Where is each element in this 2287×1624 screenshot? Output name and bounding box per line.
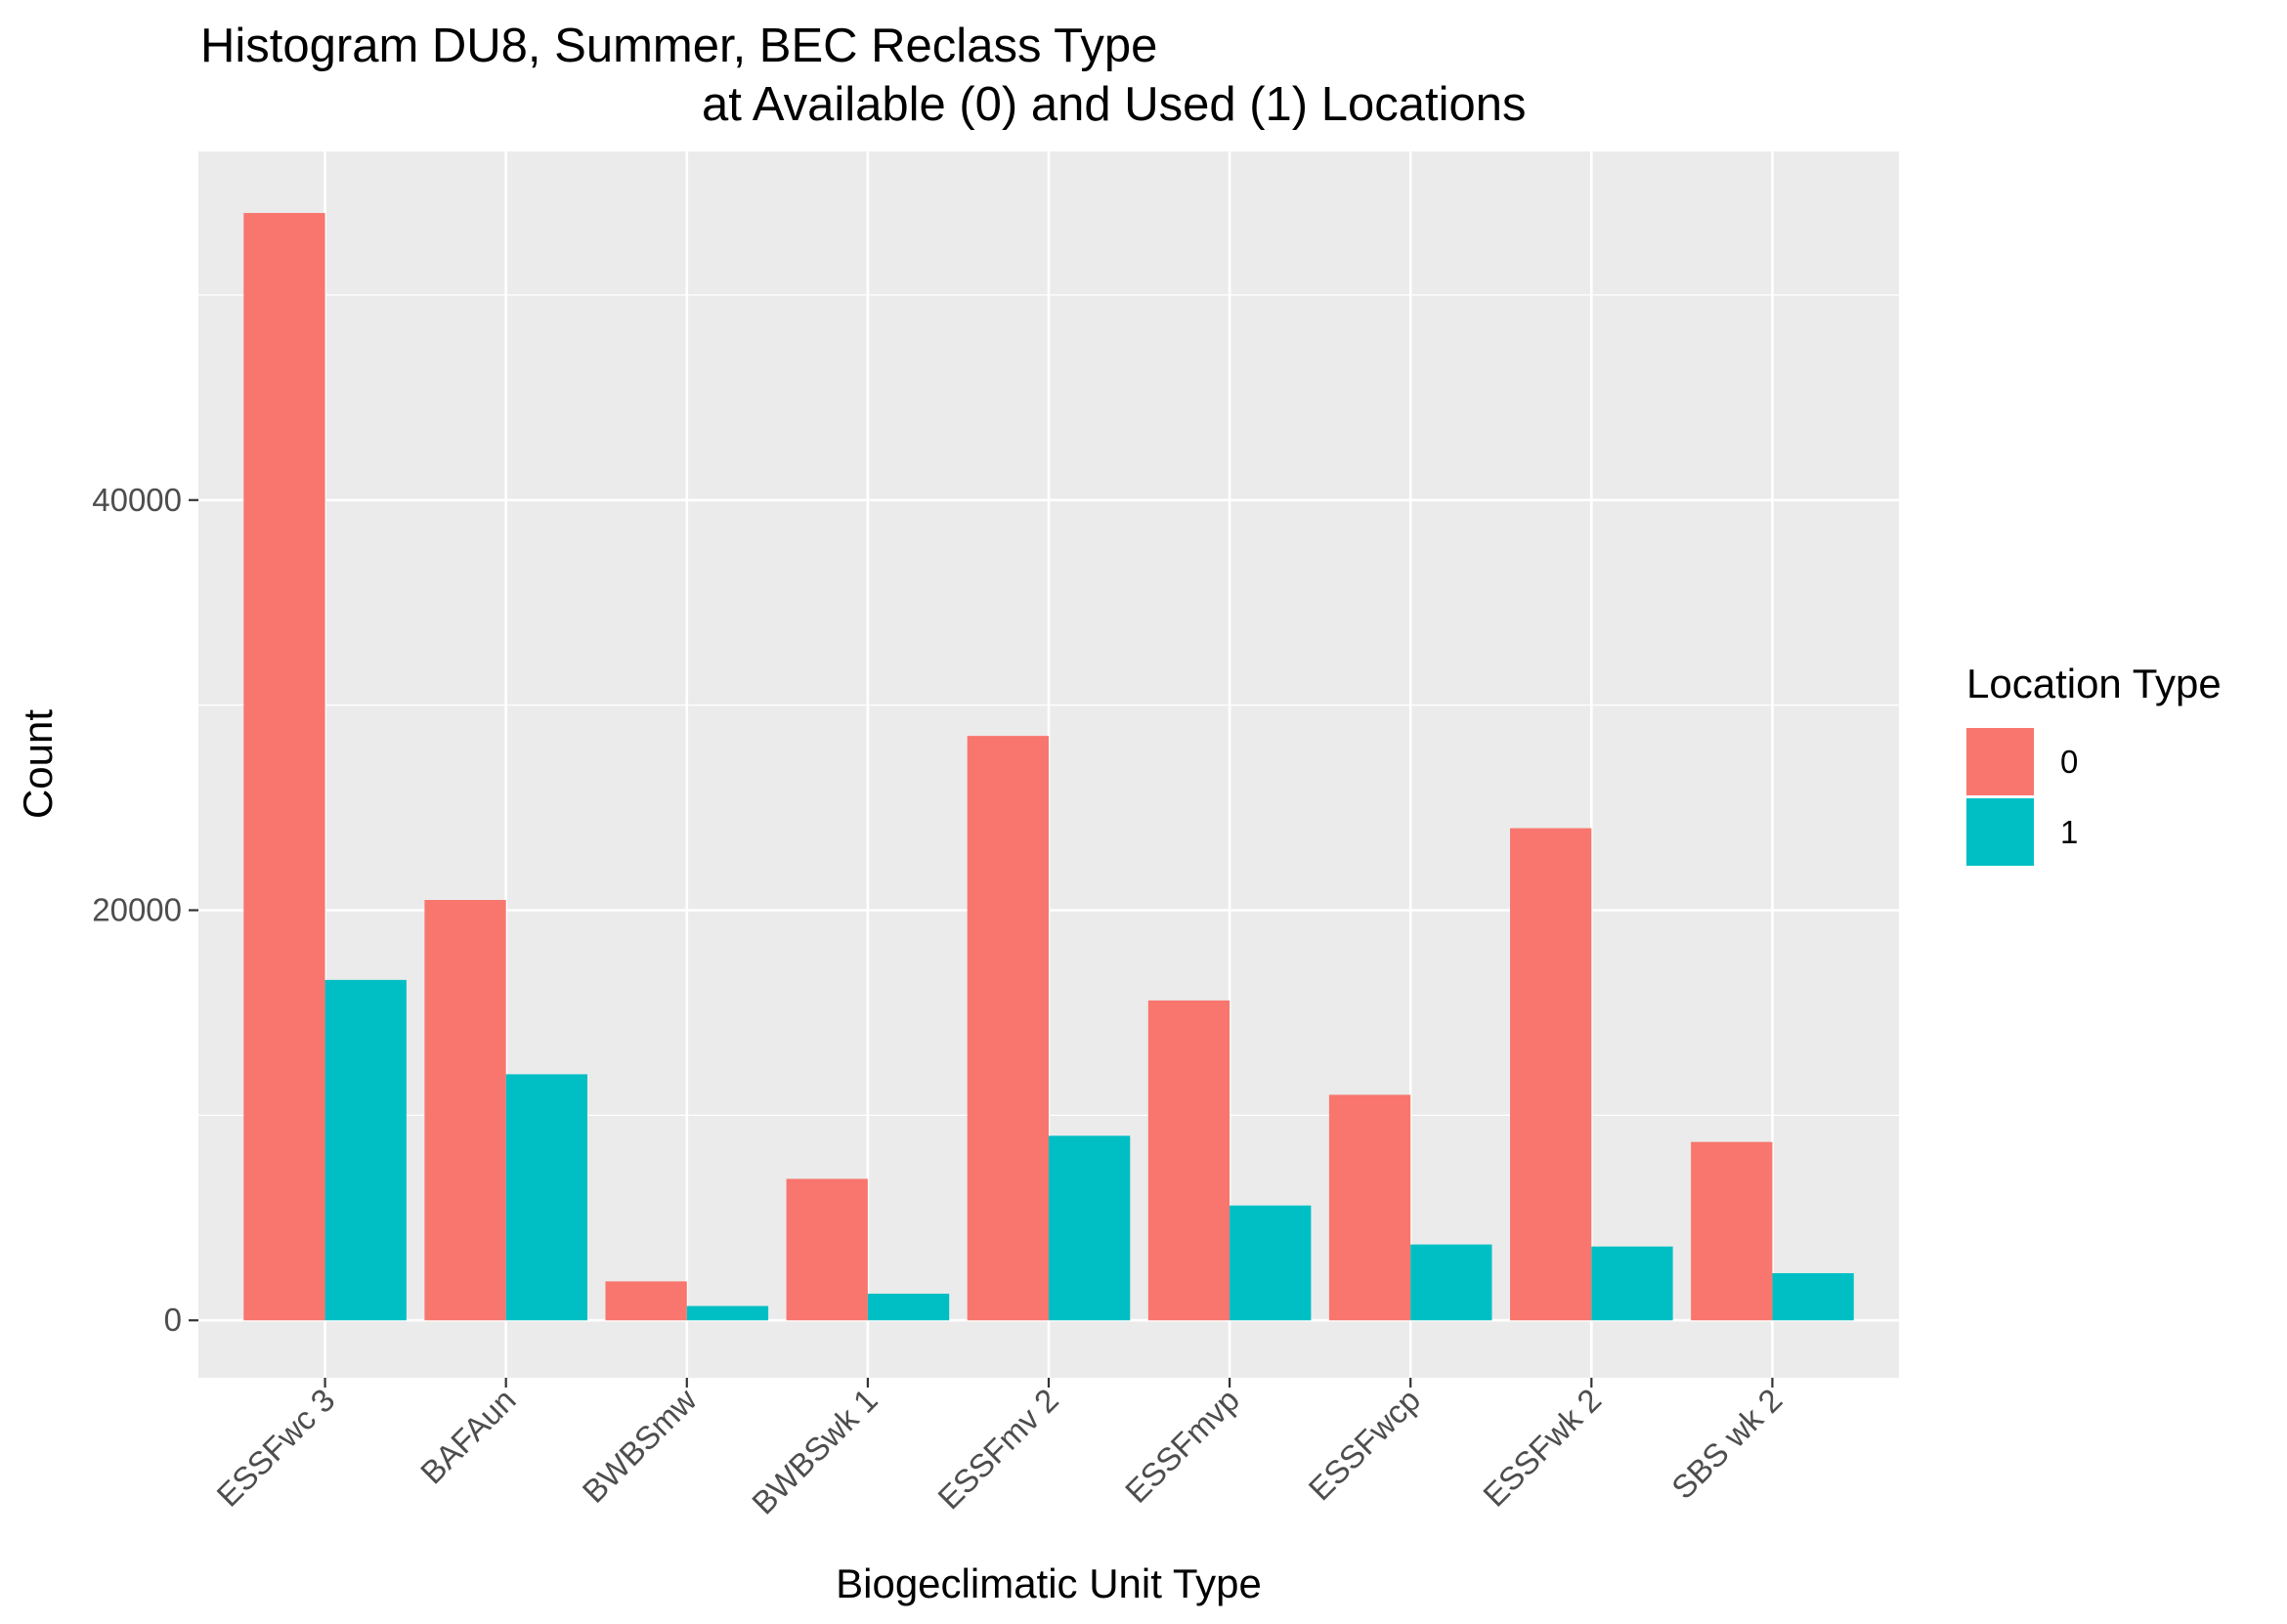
bar-series-1 — [505, 1074, 587, 1321]
bar-series-1 — [686, 1305, 769, 1321]
legend-label-1: 1 — [2060, 814, 2078, 850]
x-tick-label: BAFAun — [413, 1382, 523, 1491]
y-tick-label: 40000 — [92, 482, 182, 518]
y-axis: 0 20000 40000 — [92, 482, 198, 1338]
bar-series-1 — [867, 1293, 950, 1321]
y-tick-label: 0 — [164, 1302, 182, 1338]
legend-label-0: 0 — [2060, 744, 2078, 780]
bars — [243, 212, 1854, 1321]
chart-title-line-1: Histogram DU8, Summer, BEC Reclass Type — [200, 20, 1157, 72]
bar-series-1 — [1230, 1205, 1312, 1321]
bar-series-0 — [243, 212, 325, 1321]
bar-series-1 — [1049, 1135, 1131, 1321]
bar-series-1 — [1591, 1246, 1673, 1321]
x-tick-label: ESSFwc 3 — [209, 1382, 341, 1514]
x-axis: ESSFwc 3 BAFAun BWBSmw BWBSwk 1 ESSFmv 2 ESSF… — [209, 1378, 1789, 1521]
bar-series-1 — [324, 979, 407, 1321]
bar-series-0 — [1328, 1094, 1411, 1321]
legend-key-1 — [1966, 798, 2034, 866]
x-tick-label: BWBSmw — [576, 1382, 704, 1510]
bar-series-0 — [605, 1281, 687, 1321]
legend-key-0 — [1966, 728, 2034, 795]
bar-series-0 — [786, 1178, 868, 1321]
x-tick-label: ESSFmvp — [1118, 1382, 1246, 1510]
x-tick-label: BWBSwk 1 — [745, 1382, 885, 1521]
bar-series-0 — [1147, 1000, 1230, 1321]
x-axis-title: Biogeclimatic Unit Type — [836, 1560, 1262, 1606]
y-axis-title: Count — [15, 709, 61, 819]
legend: Location Type 0 1 — [1966, 661, 2222, 866]
bar-series-0 — [424, 900, 506, 1321]
x-tick-label: ESSFmv 2 — [930, 1382, 1065, 1517]
bar-series-0 — [1691, 1141, 1773, 1321]
bar-series-1 — [1772, 1272, 1854, 1321]
bar-series-0 — [967, 736, 1049, 1321]
chart-title-line-2: at Available (0) and Used (1) Locations — [702, 78, 1526, 131]
x-tick-label: ESSFwk 2 — [1476, 1382, 1608, 1514]
bar-series-1 — [1410, 1244, 1492, 1321]
y-tick-label: 20000 — [92, 892, 182, 928]
legend-title: Location Type — [1966, 661, 2222, 706]
x-tick-label: SBS wk 2 — [1664, 1382, 1789, 1506]
x-tick-label: ESSFwcp — [1302, 1382, 1428, 1508]
bar-series-0 — [1510, 828, 1592, 1321]
